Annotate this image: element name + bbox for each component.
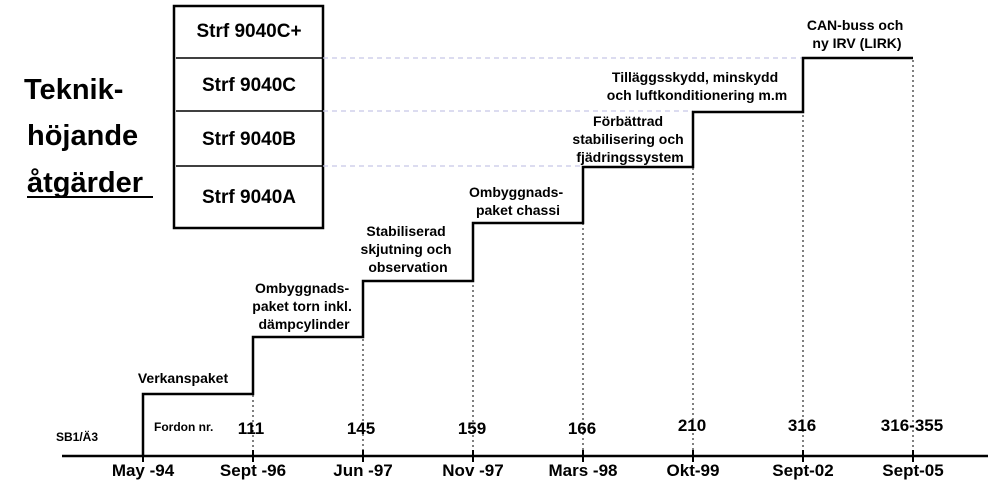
fordon-number-2: 145 <box>347 419 375 438</box>
model-9040c-plus: Strf 9040C+ <box>196 21 301 42</box>
sb-label: SB1/Ä3 <box>56 429 98 444</box>
model-box-frame <box>172 4 325 230</box>
title-line-3: åtgärder <box>27 167 143 199</box>
date-7: Sept-05 <box>882 461 943 480</box>
date-1: Sept -96 <box>220 461 286 480</box>
staircase-line <box>141 56 913 456</box>
model-box: Strf 9040C+ Strf 9040C Strf 9040B Strf 9… <box>172 4 325 230</box>
model-level-lines <box>323 57 803 167</box>
fordon-number-3: 159 <box>458 419 486 438</box>
step-label-3: Ombyggnads- paket chassi <box>469 184 567 218</box>
model-9040a: Strf 9040A <box>202 187 296 208</box>
step-label-5: Tilläggsskydd, minskydd och luftkonditio… <box>607 69 787 103</box>
fordon-number-5: 210 <box>678 416 706 435</box>
drop-lines <box>252 60 914 456</box>
step-label-1: Ombyggnads- paket torn inkl. dämpcylinde… <box>252 280 355 332</box>
fordon-number-1: 111 <box>238 419 265 438</box>
fordon-number-6: 316 <box>788 416 816 435</box>
fordon-number-4: 166 <box>568 419 596 438</box>
date-0: May -94 <box>112 461 175 480</box>
fordon-number-7: 316-355 <box>881 416 943 435</box>
date-5: Okt-99 <box>667 461 720 480</box>
title-line-2: höjande <box>27 120 138 152</box>
step-label-6: CAN-buss och ny IRV (LIRK) <box>807 17 907 51</box>
date-4: Mars -98 <box>549 461 618 480</box>
title-block: Teknik- höjande åtgärder <box>24 74 153 199</box>
step-label-2: Stabiliserad skjutning och observation <box>361 223 456 275</box>
fordon-label: Fordon nr. <box>154 420 213 434</box>
title-line-1: Teknik- <box>24 74 123 106</box>
date-3: Nov -97 <box>442 461 503 480</box>
date-2: Jun -97 <box>333 461 393 480</box>
model-9040c: Strf 9040C <box>202 75 296 96</box>
date-6: Sept-02 <box>772 461 833 480</box>
step-label-0: Verkanspaket <box>138 370 229 386</box>
model-9040b: Strf 9040B <box>202 129 296 150</box>
step-label-4: Förbättrad stabilisering och fjädringssy… <box>572 113 687 165</box>
